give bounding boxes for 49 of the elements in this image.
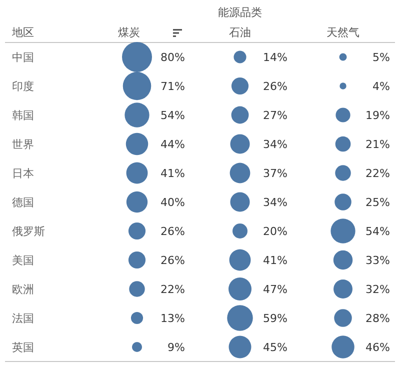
data-label: 21%: [366, 138, 390, 151]
x-axis-title: 能源品类: [218, 6, 262, 19]
data-label: 59%: [263, 312, 288, 325]
data-label: 26%: [160, 254, 185, 267]
data-label: 40%: [160, 196, 185, 209]
data-label: 32%: [366, 283, 390, 296]
y-tick-label: 俄罗斯: [12, 225, 45, 238]
data-label: 54%: [160, 109, 185, 122]
data-label: 22%: [366, 167, 390, 180]
y-tick-label: 印度: [12, 80, 34, 93]
data-label: 47%: [263, 283, 288, 296]
x-tick-label: 石油: [229, 26, 251, 39]
y-tick-label: 德国: [12, 196, 34, 209]
y-axis-title: 地区: [11, 26, 34, 39]
data-label: 71%: [160, 80, 185, 93]
y-tick-label: 英国: [12, 341, 34, 354]
data-label: 41%: [263, 254, 288, 267]
y-tick-label: 韩国: [12, 109, 34, 122]
data-label: 41%: [160, 167, 185, 180]
y-tick-label: 中国: [12, 51, 34, 64]
x-tick-label: 天然气: [326, 26, 360, 39]
data-label: 46%: [366, 341, 390, 354]
data-label: 27%: [263, 109, 288, 122]
data-label: 44%: [160, 138, 185, 151]
y-tick-label: 日本: [12, 167, 34, 180]
data-label: 5%: [372, 51, 390, 64]
data-label: 4%: [372, 80, 390, 93]
data-label: 20%: [263, 225, 288, 238]
data-label: 9%: [168, 341, 185, 354]
data-label: 19%: [366, 109, 390, 122]
y-tick-label: 世界: [12, 138, 34, 151]
data-label: 26%: [263, 80, 288, 93]
data-label: 22%: [160, 283, 185, 296]
data-label: 28%: [366, 312, 390, 325]
data-label: 37%: [263, 167, 288, 180]
data-label: 45%: [263, 341, 288, 354]
data-label: 80%: [160, 51, 185, 64]
data-label: 26%: [160, 225, 185, 238]
x-tick-label: 煤炭: [118, 26, 140, 39]
y-tick-label: 美国: [12, 254, 34, 267]
data-label: 25%: [366, 196, 390, 209]
data-label: 54%: [366, 225, 390, 238]
data-label: 33%: [366, 254, 390, 267]
y-tick-label: 欧洲: [12, 283, 34, 296]
data-label: 13%: [160, 312, 185, 325]
data-label: 14%: [263, 51, 288, 64]
data-label: 34%: [263, 196, 288, 209]
y-tick-label: 法国: [12, 312, 34, 325]
data-label: 34%: [263, 138, 288, 151]
